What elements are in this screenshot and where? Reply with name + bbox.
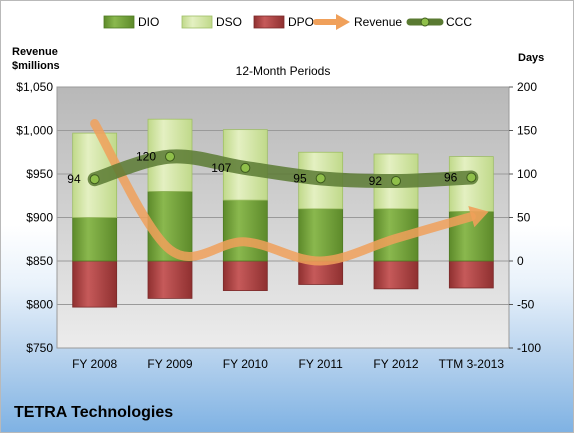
- left-tick-label: $950: [26, 167, 53, 181]
- ccc-line: [87, 149, 479, 188]
- left-tick-label: $900: [26, 211, 53, 225]
- ccc-point: [391, 175, 401, 186]
- right-tick-label: -50: [517, 298, 535, 312]
- left-tick-label: $800: [26, 298, 53, 312]
- legend: DIO DSO DPO Revenue CCC: [103, 14, 472, 30]
- x-tick-label: FY 2008: [72, 357, 117, 371]
- right-tick-label: 0: [517, 254, 524, 268]
- ccc-data-label: 94: [67, 172, 81, 186]
- ccc-data-label: 96: [444, 170, 458, 184]
- ccc-data-label: 107: [211, 161, 231, 175]
- ccc-point: [240, 162, 251, 173]
- bar-dpo: [448, 260, 494, 289]
- right-tick-label: 200: [517, 80, 537, 94]
- legend-swatch-ccc-dot: [420, 17, 430, 27]
- legend-label-dso: DSO: [216, 15, 242, 29]
- bar-dio: [222, 199, 268, 262]
- right-tick-label: 150: [517, 124, 537, 138]
- x-tick-label: FY 2012: [373, 357, 418, 371]
- bar-dpo: [147, 260, 193, 299]
- x-tick-label: TTM 3-2013: [439, 357, 505, 371]
- right-tick-label: 100: [517, 167, 537, 181]
- x-tick-label: FY 2009: [147, 357, 192, 371]
- bar-dpo: [72, 260, 118, 308]
- left-tick-label: $1,050: [16, 80, 53, 94]
- right-tick-label: 50: [517, 211, 531, 225]
- x-tick-label: FY 2010: [223, 357, 268, 371]
- left-tick-label: $1,000: [16, 124, 53, 138]
- bar-dpo: [373, 260, 419, 290]
- right-axis-title: Days: [518, 52, 544, 64]
- company-name: TETRA Technologies: [14, 404, 174, 421]
- legend-swatch-dpo: [253, 15, 285, 29]
- ccc-data-label: 120: [136, 150, 156, 164]
- line-series: [87, 119, 489, 266]
- chart-labels: $750 $800 $850 $900 $950 $1,000 $1,050 -100 -50 0…: [12, 46, 544, 371]
- ccc-data-label: 95: [293, 171, 307, 185]
- bar-dio: [298, 208, 344, 262]
- left-tick-label: $750: [26, 341, 53, 355]
- bar-dpo: [222, 260, 268, 291]
- ccc-point: [315, 173, 326, 184]
- legend-swatch-dio: [103, 15, 135, 29]
- revenue-arrowhead: [468, 206, 489, 228]
- left-axis-title-line2: $millions: [12, 60, 60, 72]
- chart-title: 12-Month Periods: [236, 64, 331, 78]
- legend-swatch-dso: [181, 15, 213, 29]
- legend-label-dio: DIO: [138, 15, 159, 29]
- legend-label-ccc: CCC: [446, 15, 472, 29]
- legend-swatch-revenue-arrowhead: [336, 14, 350, 30]
- revenue-line: [90, 119, 476, 266]
- ccc-point: [165, 151, 175, 162]
- legend-label-revenue: Revenue: [354, 15, 402, 29]
- ccc-point: [89, 174, 100, 185]
- left-axis-title-line1: Revenue: [12, 46, 58, 58]
- right-tick-label: -100: [517, 341, 541, 355]
- x-tick-label: FY 2011: [299, 357, 344, 371]
- left-tick-label: $850: [26, 254, 53, 268]
- legend-label-dpo: DPO: [288, 15, 314, 29]
- bar-dio: [72, 217, 118, 262]
- ccc-data-label: 92: [369, 174, 383, 188]
- ccc-point: [466, 172, 477, 183]
